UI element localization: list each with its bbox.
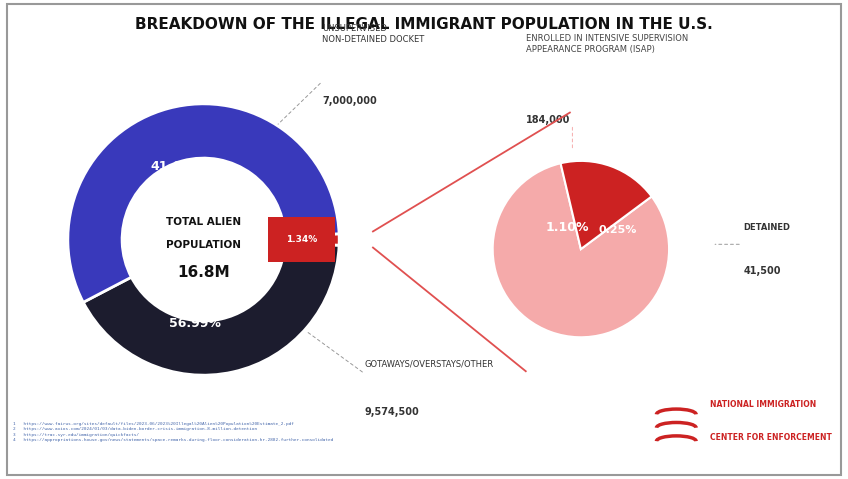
Text: POPULATION: POPULATION bbox=[166, 240, 241, 250]
Text: 1.10%: 1.10% bbox=[546, 220, 589, 234]
Text: ENROLLED IN INTENSIVE SUPERVISION
APPEARANCE PROGRAM (ISAP): ENROLLED IN INTENSIVE SUPERVISION APPEAR… bbox=[526, 34, 688, 54]
Text: 7,000,000: 7,000,000 bbox=[322, 96, 377, 106]
Wedge shape bbox=[493, 163, 669, 337]
Text: GOTAWAYS/OVERSTAYS/OTHER: GOTAWAYS/OVERSTAYS/OTHER bbox=[365, 359, 494, 368]
Text: 1.34%: 1.34% bbox=[286, 235, 317, 244]
Text: 41,500: 41,500 bbox=[744, 266, 781, 276]
Text: 9,574,500: 9,574,500 bbox=[365, 407, 420, 417]
Text: UNSUPERVISED
NON-DETAINED DOCKET: UNSUPERVISED NON-DETAINED DOCKET bbox=[322, 24, 425, 44]
Text: 1   https://www.fairus.org/sites/default/files/2023-06/2023%20Illegal%20Alien%20: 1 https://www.fairus.org/sites/default/f… bbox=[13, 422, 333, 442]
Wedge shape bbox=[285, 234, 339, 245]
Text: TOTAL ALIEN: TOTAL ALIEN bbox=[166, 217, 241, 227]
Text: NATIONAL IMMIGRATION: NATIONAL IMMIGRATION bbox=[710, 400, 816, 409]
Text: 184,000: 184,000 bbox=[526, 115, 570, 125]
Text: 16.8M: 16.8M bbox=[177, 264, 230, 280]
Wedge shape bbox=[68, 104, 339, 302]
Text: CENTER FOR ENFORCEMENT: CENTER FOR ENFORCEMENT bbox=[710, 433, 832, 443]
Wedge shape bbox=[83, 243, 339, 375]
Wedge shape bbox=[561, 161, 651, 249]
Text: 56.99%: 56.99% bbox=[170, 317, 221, 330]
Text: 0.25%: 0.25% bbox=[599, 225, 637, 235]
Text: BREAKDOWN OF THE ILLEGAL IMMIGRANT POPULATION IN THE U.S.: BREAKDOWN OF THE ILLEGAL IMMIGRANT POPUL… bbox=[135, 17, 713, 32]
Text: 41.67%: 41.67% bbox=[150, 160, 203, 173]
Text: DETAINED: DETAINED bbox=[744, 223, 790, 232]
